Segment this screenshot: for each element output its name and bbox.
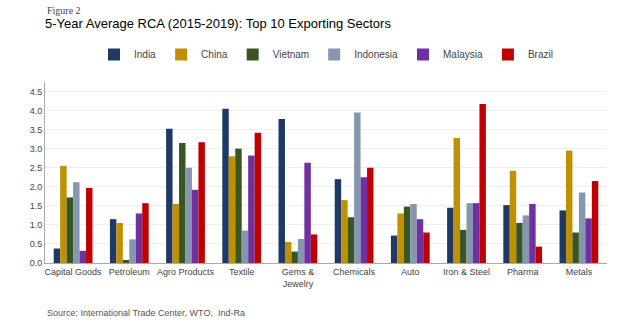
svg-text:Metals: Metals [566, 267, 593, 277]
svg-text:1.5: 1.5 [30, 201, 43, 211]
svg-text:Pharma: Pharma [507, 267, 539, 277]
svg-text:4.0: 4.0 [30, 106, 43, 116]
svg-text:3.5: 3.5 [30, 125, 43, 135]
svg-text:Capital Goods: Capital Goods [45, 267, 103, 277]
svg-text:Brazil: Brazil [528, 49, 553, 60]
svg-text:2.5: 2.5 [30, 163, 43, 173]
svg-text:5-Year Average RCA (2015-2019): 5-Year Average RCA (2015-2019): Top 10 E… [45, 16, 391, 31]
svg-text:Textile: Textile [229, 267, 255, 277]
svg-text:3.0: 3.0 [30, 144, 43, 154]
svg-text:Petroleum: Petroleum [109, 267, 150, 277]
svg-text:Figure 2: Figure 2 [47, 5, 81, 16]
svg-text:4.5: 4.5 [30, 87, 43, 97]
svg-text:China: China [201, 49, 228, 60]
svg-text:Chemicals: Chemicals [333, 267, 376, 277]
svg-text:India: India [134, 49, 156, 60]
svg-text:Vietnam: Vietnam [273, 49, 310, 60]
svg-text:Gems &Jewelry: Gems &Jewelry [282, 267, 315, 289]
svg-text:1.0: 1.0 [30, 220, 43, 230]
svg-text:Malaysia: Malaysia [443, 49, 483, 60]
svg-text:Agro Products: Agro Products [157, 267, 215, 277]
svg-text:Indonesia: Indonesia [354, 49, 398, 60]
svg-text:Auto: Auto [401, 267, 420, 277]
svg-text:2.0: 2.0 [30, 182, 43, 192]
svg-text:Source: International Trade Ce: Source: International Trade Center, WTO,… [47, 308, 245, 318]
svg-text:0.5: 0.5 [30, 239, 43, 249]
svg-text:0.0: 0.0 [30, 258, 43, 268]
svg-text:Iron & Steel: Iron & Steel [443, 267, 490, 277]
